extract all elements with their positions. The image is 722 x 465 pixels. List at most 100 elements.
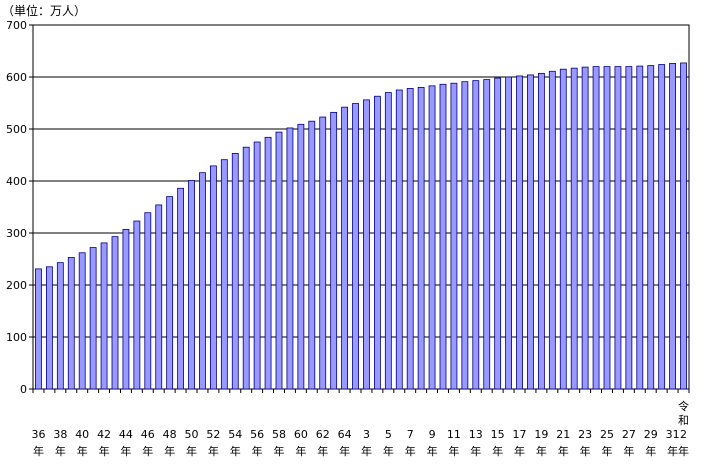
x-tick-label-suffix: 年 (558, 444, 569, 458)
x-tick-label: 21 (556, 428, 570, 441)
bar (56, 262, 64, 390)
x-tick-label-suffix: 年 (142, 444, 153, 458)
bar (264, 136, 272, 390)
bar (658, 64, 666, 390)
x-tick-label: 27 (622, 428, 636, 441)
bar (352, 103, 359, 390)
x-tick-label: 36 (31, 428, 45, 441)
bar (133, 220, 141, 390)
y-tick-label: 200 (6, 279, 27, 292)
bar (406, 88, 414, 390)
x-tick-label-suffix: 年 (405, 444, 416, 458)
bar (341, 106, 349, 390)
x-tick-label-suffix: 年 (580, 444, 591, 458)
unit-label: （単位：万人） (2, 4, 87, 18)
bar (636, 65, 644, 390)
x-tick-label: 25 (600, 428, 614, 441)
x-tick-label-suffix: 年 (33, 444, 44, 458)
bar (100, 242, 108, 390)
bar (647, 65, 655, 390)
bar (199, 172, 206, 390)
x-tick-label: 42 (97, 428, 111, 441)
bar (111, 236, 119, 390)
bar (275, 131, 283, 390)
bar (494, 77, 502, 390)
bar (35, 268, 42, 390)
bar (614, 66, 622, 390)
y-tick-label: 600 (6, 71, 27, 84)
x-tick-label-suffix: 年 (120, 444, 131, 458)
x-tick-label-suffix: 年 (492, 444, 503, 458)
x-tick-label-suffix: 年 (427, 444, 438, 458)
bar (603, 66, 611, 390)
bar (428, 85, 436, 390)
x-tick-label: 56 (250, 428, 264, 441)
x-tick-label: 7 (407, 428, 414, 441)
x-tick-label-suffix: 年 (186, 444, 197, 458)
x-tick-label-suffix: 年 (164, 444, 175, 458)
x-tick-label-prefix: 令 (678, 399, 689, 413)
y-tick-label: 700 (6, 19, 27, 32)
x-tick-label-suffix: 年 (383, 444, 394, 458)
bar (166, 196, 174, 390)
x-tick-label-suffix: 年 (623, 444, 634, 458)
x-tick-label: 44 (119, 428, 133, 441)
x-tick-label: 15 (491, 428, 505, 441)
x-tick-label-suffix: 年 (514, 444, 525, 458)
x-tick-label-suffix: 年 (339, 444, 350, 458)
bar (78, 252, 86, 390)
bar (516, 75, 523, 390)
x-tick-label-suffix: 年 (536, 444, 547, 458)
bar (395, 89, 403, 390)
y-tick-label: 400 (6, 175, 27, 188)
bar (373, 95, 381, 390)
bar (89, 247, 97, 390)
x-tick-label-suffix: 年 (667, 444, 678, 458)
bar (144, 212, 152, 390)
x-tick-label: 38 (53, 428, 67, 441)
x-tick-label: 29 (644, 428, 658, 441)
x-tick-label-suffix: 年 (55, 444, 66, 458)
x-tick-label-suffix: 年 (470, 444, 481, 458)
x-tick-label: 50 (185, 428, 199, 441)
bar (680, 62, 687, 390)
bar (559, 68, 567, 390)
x-tick-label: 64 (338, 428, 352, 441)
bar (319, 116, 327, 390)
x-tick-label: 17 (513, 428, 527, 441)
x-tick-label: 5 (385, 428, 392, 441)
bar (188, 180, 195, 390)
x-tick-label-suffix: 年 (252, 444, 263, 458)
bar (472, 80, 480, 390)
x-tick-label-suffix: 年 (230, 444, 241, 458)
x-tick-label: 11 (447, 428, 461, 441)
bar (625, 66, 633, 390)
x-tick-label-suffix: 年 (208, 444, 219, 458)
x-tick-label-suffix: 年 (295, 444, 306, 458)
bar (669, 63, 677, 390)
bar (122, 228, 130, 390)
bar (155, 204, 163, 390)
plot-area (32, 24, 690, 390)
x-tick-label: 19 (534, 428, 548, 441)
x-tick-label: 60 (294, 428, 308, 441)
bar (45, 266, 53, 390)
x-tick-label-suffix: 年 (678, 444, 689, 458)
bar (417, 87, 425, 390)
x-tick-label: 31 (666, 428, 680, 441)
x-tick-label-prefix: 和 (678, 414, 689, 427)
bar (527, 74, 534, 390)
x-tick-label: 23 (578, 428, 592, 441)
x-tick-label-suffix: 年 (602, 444, 613, 458)
x-tick-label: 58 (272, 428, 286, 441)
bar (483, 79, 491, 390)
x-tick-label: 62 (316, 428, 330, 441)
y-tick-label: 100 (6, 331, 27, 344)
x-tick-label-suffix: 年 (317, 444, 328, 458)
x-tick-label-suffix: 年 (77, 444, 88, 458)
y-tick-label: 300 (6, 227, 27, 240)
bar (177, 187, 185, 390)
x-tick-label-suffix: 年 (448, 444, 459, 458)
bar (67, 257, 75, 390)
bar (537, 72, 545, 390)
